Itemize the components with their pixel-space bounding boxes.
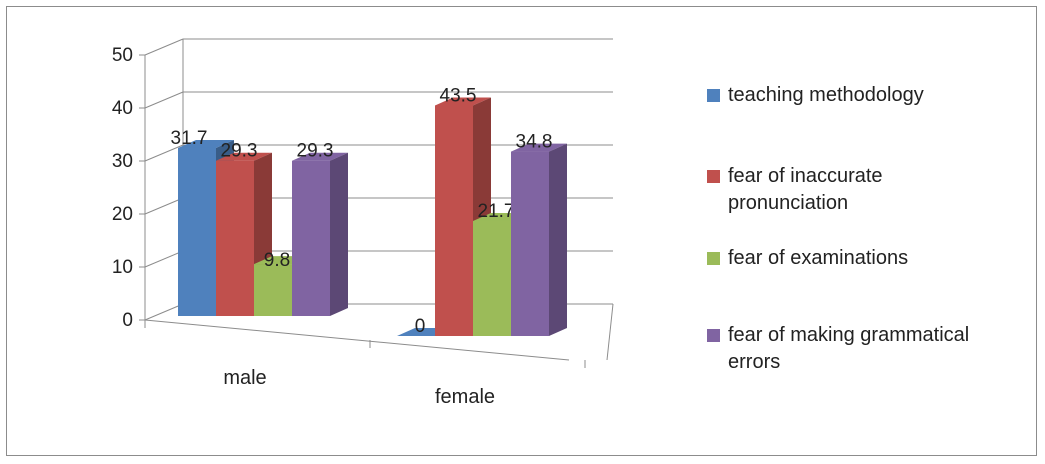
bar bbox=[178, 147, 216, 316]
y-tick-label: 50 bbox=[112, 45, 133, 66]
side-gridline bbox=[144, 303, 184, 321]
bar bbox=[511, 151, 549, 336]
data-label: 29.3 bbox=[297, 141, 334, 162]
y-tick-label: 10 bbox=[112, 257, 133, 278]
floor-front-edge bbox=[144, 319, 570, 361]
bar-top bbox=[292, 152, 348, 161]
legend-label: pronunciation bbox=[728, 192, 848, 214]
bar-top bbox=[511, 143, 567, 152]
side-gridline bbox=[144, 144, 184, 162]
data-label: 29.3 bbox=[221, 141, 258, 162]
bar-side bbox=[549, 143, 567, 336]
legend-label: teaching methodology bbox=[728, 84, 924, 106]
side-gridline bbox=[144, 197, 184, 215]
legend-label: fear of inaccurate bbox=[728, 165, 883, 187]
data-label: 9.8 bbox=[264, 250, 290, 271]
category-label: female bbox=[435, 386, 495, 408]
bar bbox=[254, 264, 292, 316]
y-tick-label: 30 bbox=[112, 151, 133, 172]
bar bbox=[292, 160, 330, 316]
bar-top bbox=[216, 152, 272, 161]
y-tick-label: 0 bbox=[122, 310, 133, 331]
data-label: 0 bbox=[415, 316, 426, 337]
bar bbox=[216, 160, 254, 316]
bar bbox=[435, 105, 473, 336]
y-tick-label: 40 bbox=[112, 98, 133, 119]
data-label: 31.7 bbox=[171, 128, 208, 149]
data-label: 21.7 bbox=[478, 201, 515, 222]
floor-right-edge bbox=[606, 303, 614, 361]
legend-swatch bbox=[707, 252, 720, 265]
legend-label: fear of making grammatical bbox=[728, 324, 969, 346]
bar-top bbox=[178, 140, 234, 148]
side-gridline bbox=[144, 38, 184, 56]
bar-side bbox=[330, 152, 348, 316]
legend-swatch bbox=[707, 329, 720, 342]
legend-label: fear of examinations bbox=[728, 247, 908, 269]
legend-swatch bbox=[707, 89, 720, 102]
data-label: 34.8 bbox=[516, 132, 553, 153]
side-gridline bbox=[144, 250, 184, 268]
side-gridline bbox=[144, 91, 184, 109]
legend-label: errors bbox=[728, 351, 780, 373]
data-label: 43.5 bbox=[440, 85, 477, 106]
category-label: male bbox=[223, 367, 266, 389]
bar-top bbox=[435, 97, 491, 106]
bar bbox=[473, 220, 511, 336]
y-tick-label: 20 bbox=[112, 204, 133, 225]
legend-swatch bbox=[707, 170, 720, 183]
